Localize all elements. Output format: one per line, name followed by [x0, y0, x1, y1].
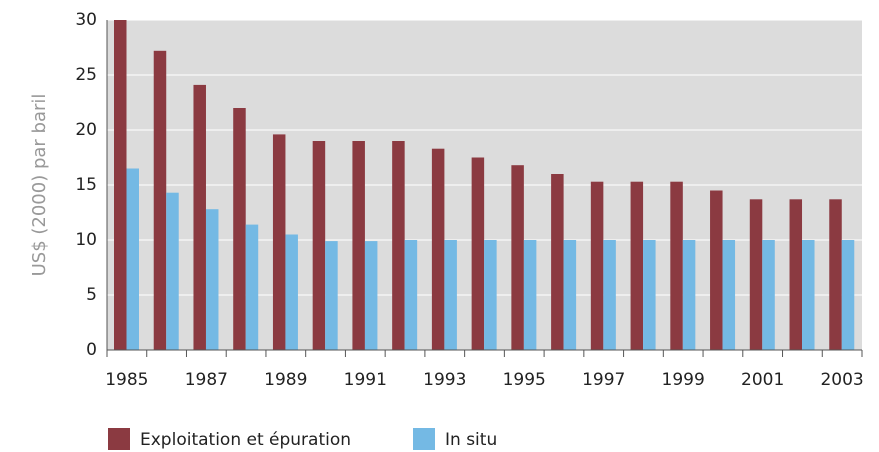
- bar: [762, 240, 775, 350]
- bar: [722, 240, 736, 350]
- y-tick-label: 30: [75, 10, 97, 30]
- bar: [444, 240, 457, 350]
- legend-label: Exploitation et épuration: [140, 430, 351, 450]
- x-tick-label: 2001: [741, 370, 784, 390]
- x-tick-label: 1991: [344, 370, 387, 390]
- x-tick-label: 2003: [820, 370, 863, 390]
- legend-swatch: [413, 428, 435, 450]
- y-axis-label: US$ (2000) par baril: [29, 94, 50, 277]
- bar: [312, 141, 326, 350]
- bar: [563, 240, 577, 350]
- bar: [126, 168, 139, 350]
- x-tick-label: 1989: [264, 370, 307, 390]
- y-tick-label: 20: [75, 120, 97, 140]
- y-tick-label: 0: [86, 340, 97, 360]
- bar: [285, 234, 298, 350]
- bar: [193, 84, 206, 351]
- bar: [523, 240, 537, 350]
- bar: [114, 20, 127, 350]
- bar: [590, 181, 604, 350]
- x-tick-label: 1993: [423, 370, 466, 390]
- bar: [245, 224, 259, 350]
- y-tick-label: 10: [75, 230, 97, 250]
- bar: [511, 165, 524, 350]
- bar: [789, 199, 803, 350]
- y-tick-label: 25: [75, 65, 97, 85]
- bar: [484, 240, 497, 350]
- y-tick-label: 5: [86, 285, 97, 305]
- bar: [471, 157, 485, 350]
- bar: [551, 174, 564, 350]
- bar: [643, 240, 656, 350]
- bar: [272, 134, 286, 350]
- bar: [153, 50, 167, 351]
- bar: [325, 241, 338, 350]
- legend-swatch: [108, 428, 130, 450]
- bar: [205, 209, 219, 350]
- bar: [166, 192, 179, 350]
- bar: [352, 141, 365, 350]
- bar: [404, 240, 418, 350]
- bar: [603, 240, 616, 350]
- x-tick-label: 1999: [662, 370, 705, 390]
- legend-label: In situ: [445, 430, 497, 450]
- bar: [841, 240, 855, 350]
- x-tick-label: 1997: [582, 370, 625, 390]
- bar: [802, 240, 815, 350]
- bar: [710, 190, 723, 350]
- bar: [630, 181, 644, 350]
- x-tick-label: 1985: [105, 370, 148, 390]
- bar: [431, 148, 445, 350]
- bar: [682, 240, 696, 350]
- x-tick-label: 1995: [503, 370, 546, 390]
- y-tick-label: 15: [75, 175, 97, 195]
- bar: [829, 199, 842, 350]
- bar: [392, 141, 405, 350]
- bar: [233, 108, 246, 350]
- bar: [749, 199, 763, 350]
- bar: [364, 241, 378, 350]
- bar: [670, 181, 683, 350]
- x-tick-label: 1987: [185, 370, 228, 390]
